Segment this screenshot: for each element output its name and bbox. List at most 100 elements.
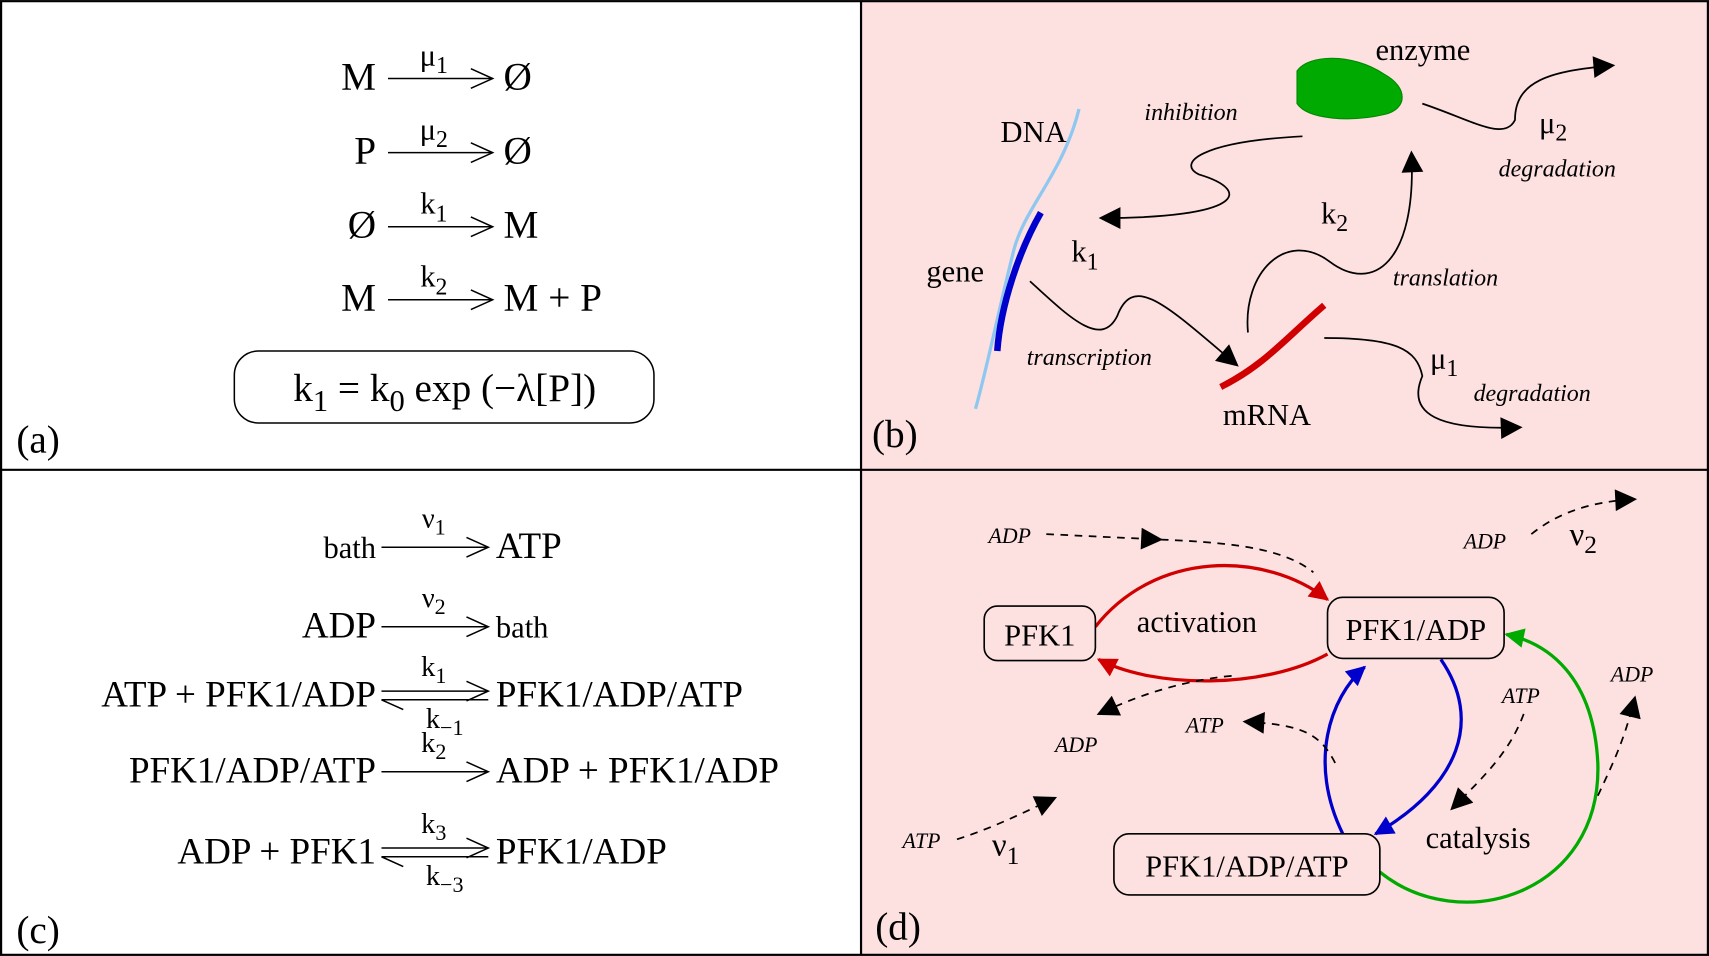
text-part: μ: [420, 38, 436, 72]
text-part: degradation: [1474, 381, 1591, 407]
rate-constant: μ1: [420, 38, 448, 79]
text-part: μ: [420, 113, 436, 147]
text-part: ATP: [1184, 713, 1224, 737]
subscript: 1: [313, 384, 328, 418]
rate-constant: μ2: [420, 113, 448, 154]
text-part: μ: [1539, 106, 1555, 140]
annotation: DNA: [1001, 115, 1067, 149]
reaction-arrow: [381, 537, 488, 557]
subscript: 1: [1446, 356, 1458, 382]
annotation: ATP: [1500, 684, 1540, 708]
figure: (a)Mμ1ØPμ2ØØk1MMk2M + Pk1 = k0 exp (−λ[P…: [0, 0, 1709, 956]
annotation: ATP: [1184, 713, 1224, 737]
annotation: ADP: [987, 524, 1031, 548]
text-part: k: [1071, 235, 1087, 269]
subscript: 1: [1087, 249, 1099, 275]
product: Ø: [504, 55, 532, 98]
subscript: 1: [435, 201, 447, 227]
text-part: k: [420, 260, 436, 294]
annotation: activation: [1137, 605, 1257, 639]
text-part: gene: [926, 254, 984, 288]
reaction-arrow: [381, 762, 488, 782]
subscript: −3: [440, 872, 464, 897]
text-part: DNA: [1001, 115, 1067, 149]
text-part: ATP: [900, 829, 940, 853]
annotation: degradation: [1474, 381, 1591, 407]
product: PFK1/ADP: [496, 831, 667, 872]
text-part: inhibition: [1144, 100, 1237, 126]
arrow-head: [381, 700, 403, 710]
text-part: ν: [422, 583, 435, 614]
product: M + P: [504, 277, 602, 320]
text-part: k: [426, 861, 441, 892]
text-part: degradation: [1499, 157, 1616, 183]
product: Ø: [504, 130, 532, 173]
text-part: ATP: [1500, 684, 1540, 708]
product: bath: [496, 611, 549, 645]
reactant: ATP + PFK1/ADP: [101, 674, 376, 715]
reactant: M: [341, 55, 376, 98]
text-part: = k: [328, 367, 390, 410]
node-label: PFK1/ADP: [1345, 613, 1486, 647]
reactant: bath: [324, 531, 377, 565]
annotation: ADP: [1462, 529, 1506, 553]
text-part: k: [421, 809, 436, 840]
panel-label: (b): [872, 413, 918, 456]
node-label: PFK1: [1004, 618, 1075, 652]
text-part: ν: [422, 504, 435, 535]
reactant: P: [354, 130, 376, 173]
reactant: ADP + PFK1: [177, 831, 376, 872]
text-part: ν: [992, 828, 1007, 864]
text-part: ADP: [1609, 662, 1653, 686]
product: ATP: [496, 526, 562, 567]
rate-constant: ν1: [422, 504, 446, 540]
text-part: ν: [1569, 517, 1584, 553]
reaction-arrow: [381, 617, 488, 637]
subscript: 2: [435, 594, 446, 619]
subscript: 2: [1336, 211, 1348, 237]
text-part: mRNA: [1223, 398, 1311, 432]
reactant: PFK1/ADP/ATP: [129, 751, 376, 792]
text-part: transcription: [1027, 345, 1152, 371]
text-part: k: [420, 187, 436, 221]
annotation: transcription: [1027, 345, 1152, 371]
text-part: ADP: [1462, 529, 1506, 553]
subscript: 2: [1584, 530, 1597, 559]
annotation: ADP: [1609, 662, 1653, 686]
rate-constant: k−3: [426, 861, 464, 897]
subscript: 1: [435, 515, 446, 540]
text-part: k: [421, 728, 436, 759]
product: M: [504, 204, 539, 247]
text-part: catalysis: [1426, 821, 1531, 855]
arrow-head: [381, 857, 403, 867]
annotation: ATP: [900, 829, 940, 853]
product: PFK1/ADP/ATP: [496, 674, 743, 715]
text-part: μ: [1430, 341, 1446, 375]
annotation: degradation: [1499, 157, 1616, 183]
text-part: translation: [1393, 266, 1498, 292]
text-part: enzyme: [1375, 33, 1470, 67]
subscript: −1: [440, 715, 464, 740]
annotation: ADP: [1053, 733, 1097, 757]
subscript: 2: [436, 127, 448, 153]
rate-constant: k1: [421, 652, 446, 688]
subscript: 2: [1555, 121, 1567, 147]
subscript: 0: [389, 384, 404, 418]
text-part: k: [293, 367, 313, 410]
text-part: ADP: [987, 524, 1031, 548]
reactant: ADP: [302, 606, 376, 647]
rate-constant: k1: [420, 187, 447, 228]
subscript: 1: [435, 663, 446, 688]
node-label: PFK1/ADP/ATP: [1145, 849, 1348, 883]
product: ADP + PFK1/ADP: [496, 751, 779, 792]
annotation: catalysis: [1426, 821, 1531, 855]
rate-constant: ν2: [422, 583, 446, 619]
text-part: k: [1321, 197, 1337, 231]
subscript: 1: [436, 53, 448, 79]
annotation: enzyme: [1375, 33, 1470, 67]
text-part: exp (−λ[P]): [405, 367, 596, 410]
reactant: M: [341, 277, 376, 320]
annotation: translation: [1393, 266, 1498, 292]
text-part: ADP: [1053, 733, 1097, 757]
annotation: inhibition: [1144, 100, 1237, 126]
